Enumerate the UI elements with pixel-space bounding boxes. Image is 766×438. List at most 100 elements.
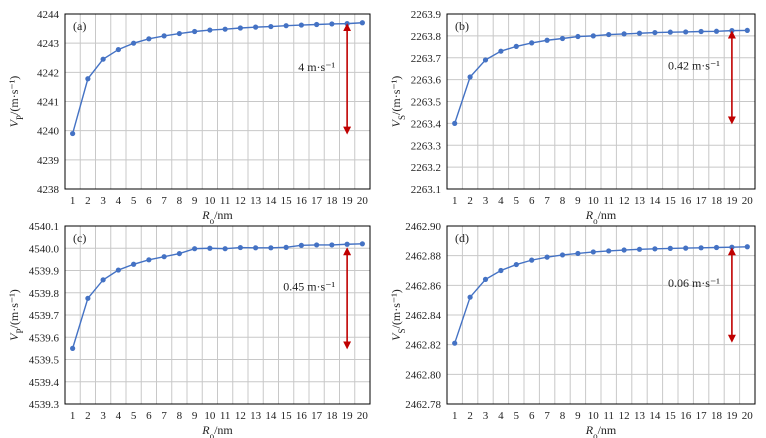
- x-tick-label: 11: [220, 195, 231, 207]
- x-tick-label: 7: [161, 410, 167, 422]
- y-tick-label: 2263.9: [411, 9, 442, 21]
- data-point: [329, 242, 335, 248]
- data-point: [329, 21, 335, 27]
- y-tick-label: 4539.8: [29, 288, 60, 300]
- x-tick-label: 8: [177, 410, 183, 422]
- x-tick-label: 2: [85, 195, 91, 207]
- x-tick-label: 15: [281, 410, 293, 422]
- x-tick-label: 20: [357, 195, 369, 207]
- data-point: [146, 257, 152, 263]
- data-point: [683, 29, 689, 35]
- x-tick-label: 16: [680, 410, 692, 422]
- y-tick-label: 4240: [37, 126, 60, 138]
- x-tick-label: 12: [619, 195, 630, 207]
- data-point: [283, 23, 289, 29]
- data-point: [222, 246, 228, 252]
- data-point: [713, 244, 720, 251]
- x-axis-label: Ro/nm: [201, 208, 233, 226]
- data-point: [744, 27, 750, 34]
- y-tick-label: 2462.88: [405, 251, 441, 263]
- y-tick-label: 2263.5: [411, 97, 442, 109]
- data-point: [590, 249, 596, 255]
- x-tick-label: 18: [326, 410, 338, 422]
- data-point: [667, 245, 673, 251]
- y-tick-label: 2263.7: [411, 53, 442, 65]
- data-point: [529, 257, 535, 263]
- x-tick-label: 7: [161, 195, 167, 207]
- y-tick-label: 4243: [37, 38, 60, 50]
- x-tick-label: 12: [235, 410, 246, 422]
- data-point: [636, 30, 643, 36]
- data-point: [192, 28, 198, 35]
- x-tick-label: 13: [250, 195, 262, 207]
- x-tick-label: 18: [326, 195, 338, 207]
- y-axis-label: VS/(m·s⁻¹): [389, 76, 407, 128]
- x-tick-label: 3: [100, 410, 106, 422]
- data-point: [237, 244, 243, 251]
- y-tick-label: 4540.1: [29, 221, 59, 233]
- x-tick-label: 7: [544, 195, 550, 207]
- y-tick-label: 4244: [37, 9, 60, 21]
- data-point: [729, 244, 735, 250]
- data-point: [636, 246, 643, 252]
- x-tick-label: 4: [116, 410, 122, 422]
- data-point: [529, 40, 535, 46]
- data-point: [115, 46, 121, 53]
- x-tick-label: 19: [726, 195, 738, 207]
- x-tick-label: 13: [634, 410, 646, 422]
- data-point: [207, 245, 213, 251]
- y-tick-label: 2462.90: [405, 221, 441, 233]
- data-point: [729, 28, 735, 34]
- data-point: [544, 37, 550, 43]
- y-tick-label: 2462.84: [405, 310, 441, 322]
- data-point: [176, 250, 182, 257]
- y-tick-label: 4539.7: [29, 310, 60, 322]
- data-point: [359, 20, 365, 26]
- x-tick-label: 5: [131, 410, 137, 422]
- data-point: [559, 252, 566, 258]
- data-point: [467, 294, 473, 300]
- data-point: [652, 29, 658, 36]
- x-tick-label: 14: [649, 195, 661, 207]
- x-tick-label: 11: [603, 195, 614, 207]
- x-tick-label: 14: [265, 195, 277, 207]
- data-point: [70, 345, 76, 351]
- x-tick-label: 6: [529, 410, 535, 422]
- range-annotation: 0.06 m·s⁻¹: [668, 276, 720, 290]
- data-point: [452, 120, 458, 126]
- x-tick-label: 15: [665, 195, 677, 207]
- x-axis-label: Ro/nm: [585, 208, 617, 226]
- data-point: [482, 57, 489, 63]
- y-tick-label: 2462.82: [405, 340, 441, 352]
- x-tick-label: 3: [483, 195, 489, 207]
- panel-label: (d): [455, 231, 469, 245]
- data-point: [467, 74, 473, 80]
- y-tick-label: 4239: [37, 155, 60, 167]
- data-point: [283, 244, 289, 250]
- data-point: [498, 267, 504, 274]
- data-point: [621, 247, 627, 253]
- plot-frame: [64, 225, 371, 405]
- x-tick-label: 14: [649, 410, 661, 422]
- y-tick-label: 4539.3: [29, 399, 60, 411]
- x-tick-label: 2: [85, 410, 91, 422]
- data-point: [621, 31, 627, 37]
- data-point: [222, 26, 228, 32]
- data-point: [298, 22, 304, 28]
- data-point: [482, 276, 489, 282]
- data-point: [590, 33, 596, 39]
- plot-frame: [64, 13, 371, 190]
- y-tick-label: 4539.4: [29, 377, 60, 389]
- x-tick-label: 12: [235, 195, 246, 207]
- data-point: [131, 261, 137, 267]
- y-tick-label: 4241: [37, 97, 59, 109]
- y-tick-label: 2263.3: [411, 140, 442, 152]
- data-point: [298, 242, 304, 248]
- y-tick-label: 4539.5: [29, 355, 60, 367]
- data-point: [161, 33, 167, 39]
- x-tick-label: 19: [726, 410, 738, 422]
- y-tick-label: 2462.80: [405, 369, 441, 381]
- plot-frame: [446, 225, 756, 405]
- y-tick-label: 4539.9: [29, 266, 60, 278]
